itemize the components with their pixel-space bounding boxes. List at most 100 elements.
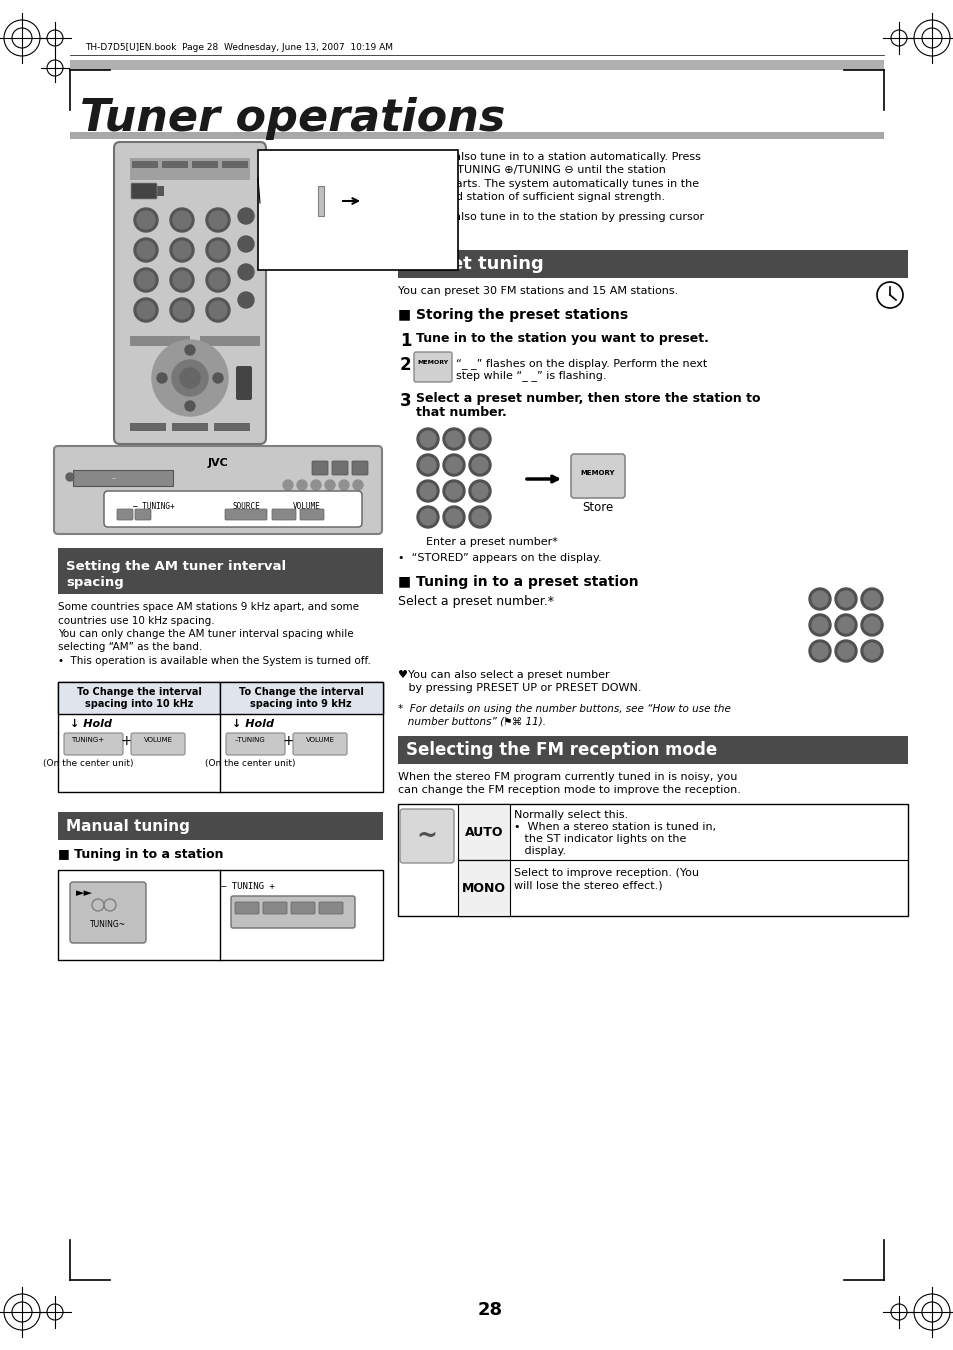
- Text: TUNING~: TUNING~: [90, 919, 126, 929]
- Circle shape: [213, 373, 223, 383]
- Text: – TUNING+: – TUNING+: [132, 502, 174, 512]
- Text: •  “STORED” appears on the display.: • “STORED” appears on the display.: [397, 554, 601, 563]
- Circle shape: [442, 481, 464, 502]
- Text: MONO: MONO: [461, 882, 505, 895]
- Text: ↓ Hold: ↓ Hold: [232, 720, 274, 729]
- Text: Selecting the FM reception mode: Selecting the FM reception mode: [406, 741, 717, 759]
- Circle shape: [172, 242, 191, 259]
- FancyBboxPatch shape: [299, 509, 324, 520]
- FancyBboxPatch shape: [272, 509, 295, 520]
- Bar: [130, 336, 190, 346]
- Circle shape: [472, 458, 488, 472]
- Circle shape: [133, 208, 158, 232]
- Circle shape: [446, 431, 461, 447]
- FancyBboxPatch shape: [64, 733, 123, 755]
- FancyBboxPatch shape: [293, 733, 347, 755]
- Bar: [397, 250, 907, 278]
- Circle shape: [469, 506, 491, 528]
- Text: that number.: that number.: [416, 406, 506, 418]
- Circle shape: [185, 346, 194, 355]
- Text: before operation.: before operation.: [264, 171, 374, 182]
- Bar: [172, 423, 208, 431]
- Text: ►►: ►►: [76, 888, 92, 898]
- FancyBboxPatch shape: [332, 460, 348, 475]
- Bar: [58, 682, 382, 792]
- Text: display.: display.: [514, 846, 565, 856]
- Bar: [317, 186, 324, 216]
- Circle shape: [311, 481, 320, 490]
- Circle shape: [442, 428, 464, 450]
- Circle shape: [209, 211, 227, 230]
- Bar: [192, 161, 218, 167]
- Text: step while “_ _” is flashing.: step while “_ _” is flashing.: [456, 370, 606, 381]
- Text: ~: ~: [416, 824, 437, 848]
- Text: ■ Tuning in to a preset station: ■ Tuning in to a preset station: [397, 575, 638, 589]
- Text: You can preset 30 FM stations and 15 AM stations.: You can preset 30 FM stations and 15 AM …: [397, 286, 678, 296]
- FancyBboxPatch shape: [135, 509, 151, 520]
- Circle shape: [811, 591, 827, 608]
- Circle shape: [237, 208, 253, 224]
- Text: +: +: [282, 734, 294, 748]
- Bar: [132, 161, 158, 167]
- Circle shape: [296, 481, 307, 490]
- Text: – TUNING +: – TUNING +: [221, 882, 274, 891]
- Bar: [397, 736, 907, 764]
- Text: AUTO: AUTO: [464, 825, 503, 838]
- Circle shape: [325, 481, 335, 490]
- Circle shape: [416, 506, 438, 528]
- Bar: [397, 805, 907, 917]
- Circle shape: [419, 483, 436, 499]
- FancyBboxPatch shape: [131, 184, 157, 198]
- Bar: [162, 161, 188, 167]
- Bar: [70, 132, 883, 139]
- Circle shape: [137, 242, 154, 259]
- Text: To Change the interval
spacing into 9 kHz: To Change the interval spacing into 9 kH…: [238, 687, 363, 709]
- FancyBboxPatch shape: [104, 491, 361, 526]
- FancyBboxPatch shape: [399, 809, 454, 863]
- FancyBboxPatch shape: [54, 446, 381, 535]
- Circle shape: [469, 481, 491, 502]
- FancyBboxPatch shape: [231, 896, 355, 927]
- Text: To Change the interval
spacing into 10 kHz: To Change the interval spacing into 10 k…: [76, 687, 201, 709]
- Text: VOLUME: VOLUME: [143, 737, 172, 742]
- Circle shape: [861, 614, 882, 636]
- Text: ↓ Hold: ↓ Hold: [70, 720, 112, 729]
- Text: (On the center unit): (On the center unit): [43, 759, 133, 768]
- Text: Set the remote control mode: Set the remote control mode: [264, 158, 444, 167]
- Circle shape: [353, 481, 363, 490]
- FancyBboxPatch shape: [263, 902, 287, 914]
- Text: TV  –: TV –: [264, 197, 296, 207]
- Circle shape: [837, 591, 853, 608]
- Circle shape: [834, 614, 856, 636]
- FancyBboxPatch shape: [571, 454, 624, 498]
- Circle shape: [170, 298, 193, 323]
- Text: 2: 2: [399, 356, 411, 374]
- Bar: [457, 805, 510, 860]
- Circle shape: [808, 589, 830, 610]
- Text: 3: 3: [399, 392, 411, 410]
- Text: When the stereo FM program currently tuned in is noisy, you: When the stereo FM program currently tun…: [397, 772, 737, 782]
- Bar: [222, 161, 248, 167]
- Bar: [132, 186, 164, 196]
- Text: can change the FM reception mode to improve the reception.: can change the FM reception mode to impr…: [397, 784, 740, 795]
- Circle shape: [811, 643, 827, 659]
- Circle shape: [446, 458, 461, 472]
- Text: Normally select this.: Normally select this.: [514, 810, 628, 819]
- Circle shape: [133, 269, 158, 292]
- Text: •  When a stereo station is tuned in,: • When a stereo station is tuned in,: [514, 822, 716, 832]
- Circle shape: [137, 271, 154, 289]
- FancyBboxPatch shape: [257, 150, 457, 270]
- Text: countries use 10 kHz spacing.: countries use 10 kHz spacing.: [58, 616, 214, 625]
- FancyBboxPatch shape: [235, 366, 252, 400]
- Text: ♥You can also tune in to the station by pressing cursor: ♥You can also tune in to the station by …: [397, 212, 703, 221]
- Circle shape: [172, 211, 191, 230]
- Text: •  This operation is available when the System is turned off.: • This operation is available when the S…: [58, 656, 371, 666]
- Text: •  Select the desired band (“FM” or: • Select the desired band (“FM” or: [264, 230, 446, 240]
- Text: the ST indicator lights on the: the ST indicator lights on the: [514, 834, 685, 844]
- FancyBboxPatch shape: [414, 352, 452, 382]
- Text: 28: 28: [476, 1301, 502, 1319]
- FancyBboxPatch shape: [117, 509, 132, 520]
- Circle shape: [180, 369, 200, 387]
- Text: Enter a preset number*: Enter a preset number*: [426, 537, 558, 547]
- Circle shape: [416, 454, 438, 477]
